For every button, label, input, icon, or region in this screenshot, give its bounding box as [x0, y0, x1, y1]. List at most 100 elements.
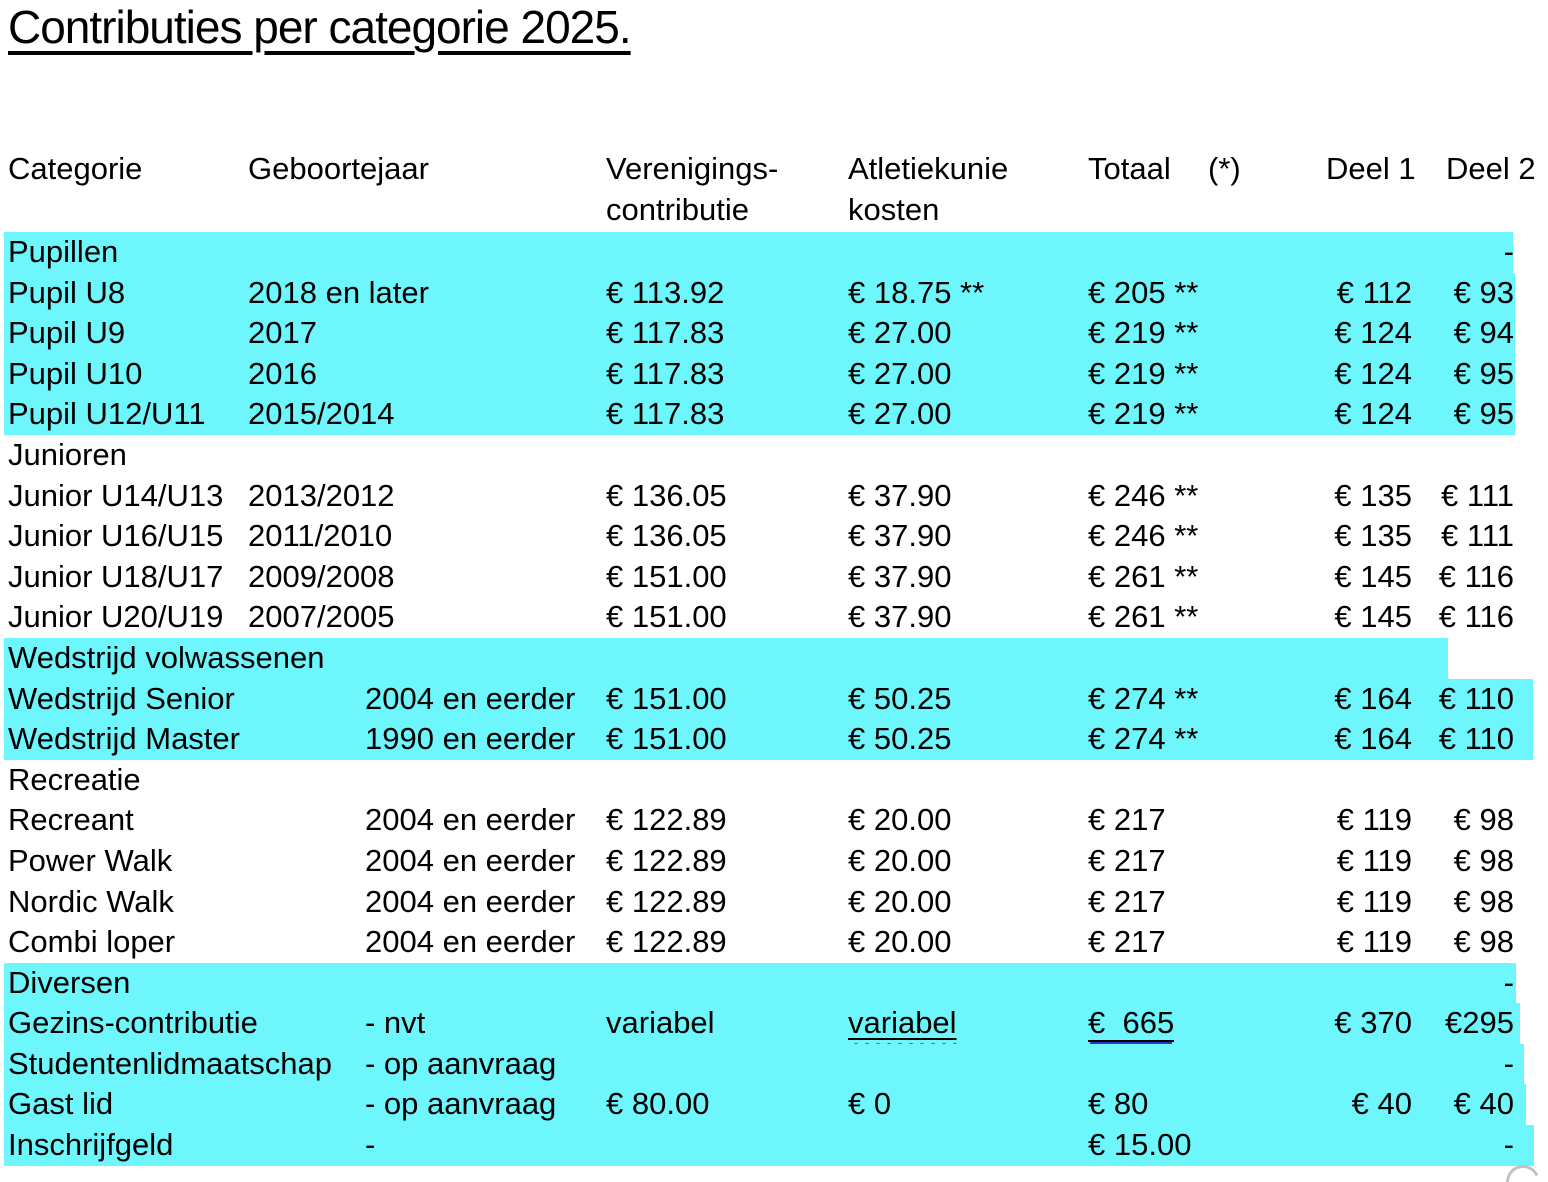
table-row: Gezins-contributie - nvt variabel variabel €… — [0, 1003, 1548, 1044]
header-totaal-note: (*) — [1208, 151, 1241, 186]
cell-deel1: € 145 — [1334, 558, 1412, 594]
cell-union-cost: € 37.90 — [848, 599, 952, 635]
cell-category: Diversen — [8, 964, 131, 1000]
cell-total: € 274 ** — [1088, 680, 1199, 716]
cell-total: € 80 — [1088, 1086, 1149, 1122]
cell-category: Studentenlidmaatschap — [8, 1045, 333, 1081]
table-row: Pupil U9 2017 € 117.83 € 27.00 € 219 ** € 124… — [0, 313, 1548, 354]
cell-total: € 217 — [1088, 802, 1166, 838]
cell-total: € 217 — [1088, 842, 1166, 878]
cell-total: € 219 ** — [1088, 315, 1199, 351]
cell-deel2: €295 — [1445, 1005, 1514, 1041]
cell-birthyear: 2007/2005 — [248, 599, 395, 635]
cell-club-fee: € 122.89 — [606, 802, 727, 838]
table-row: Wedstrijd Master 1990 en eerder € 151.00 € … — [0, 719, 1548, 760]
cell-total: € 261 ** — [1088, 599, 1199, 635]
cell-birthyear: 2009/2008 — [248, 558, 395, 594]
cell-club-fee: € 151.00 — [606, 680, 727, 716]
cell-club-fee: € 122.89 — [606, 842, 727, 878]
cell-category: Junior U16/U15 — [8, 518, 224, 554]
cell-category: Nordic Walk — [8, 883, 174, 919]
table-row: Gast lid - op aanvraag € 80.00 € 0 € 80 € 40 €… — [0, 1084, 1548, 1126]
row-highlight — [4, 394, 1515, 435]
cell-deel2: - — [1503, 234, 1514, 269]
cell-deel1: € 112 — [1336, 274, 1412, 310]
cell-birthyear: 2004 en eerder — [365, 924, 576, 960]
cell-deel2: € 111 — [1441, 477, 1514, 513]
cell-category: Pupillen — [8, 234, 119, 269]
cell-birthyear: 2004 en eerder — [365, 680, 576, 716]
cell-deel2: € 98 — [1453, 842, 1514, 878]
cell-deel1: € 119 — [1336, 842, 1412, 878]
cell-deel2: € 116 — [1438, 558, 1514, 594]
table-row: Diversen - — [0, 962, 1548, 1004]
cell-deel2: - — [1503, 964, 1514, 1000]
cell-deel2: € 93 — [1453, 274, 1514, 310]
cell-total: € 217 — [1088, 924, 1166, 960]
cell-category: Recreant — [8, 802, 134, 838]
cell-birthyear: 2016 — [248, 355, 317, 391]
cell-union-cost: € 27.00 — [848, 396, 952, 432]
cell-deel1: € 40 — [1351, 1086, 1412, 1122]
spellcheck-squiggle: variabel — [848, 1005, 957, 1041]
cell-category: Wedstrijd Senior — [8, 680, 235, 716]
cell-deel1: € 119 — [1336, 883, 1412, 919]
cell-category: Pupil U8 — [8, 274, 126, 310]
cell-club-fee: € 122.89 — [606, 924, 727, 960]
cell-union-cost: € 20.00 — [848, 802, 952, 838]
table-row: Pupil U10 2016 € 117.83 € 27.00 € 219 ** € 12… — [0, 353, 1548, 395]
cell-total: € 274 ** — [1088, 721, 1199, 757]
row-highlight — [4, 313, 1515, 354]
table-row: Studentenlidmaatschap - op aanvraag - — [0, 1043, 1548, 1085]
cell-union-cost: € 37.90 — [848, 477, 952, 513]
cell-deel2: € 94 — [1453, 315, 1514, 351]
cell-total-underlined: € 665 — [1088, 1005, 1175, 1043]
row-highlight — [4, 1084, 1526, 1126]
cell-deel1: € 164 — [1334, 680, 1412, 716]
table-header: Categorie Geboortejaar Verenigings- cont… — [0, 148, 1548, 232]
cell-category: Combi loper — [8, 924, 176, 960]
cell-deel2: € 110 — [1438, 680, 1514, 716]
cell-deel1: € 164 — [1334, 721, 1412, 757]
header-categorie: Categorie — [8, 151, 143, 186]
cell-total: € 15.00 — [1088, 1127, 1192, 1163]
cell-union-cost: € 37.90 — [848, 558, 952, 594]
table-row: Combi loper 2004 en eerder € 122.89 € 20.00… — [0, 922, 1548, 963]
cell-club-fee: € 117.83 — [606, 315, 725, 351]
cell-club-fee: € 136.05 — [606, 518, 727, 554]
cell-club-fee: € 80.00 — [606, 1086, 710, 1122]
cell-birthyear: 2004 en eerder — [365, 842, 576, 878]
header-atletiekunie-line1: Atletiekunie — [848, 151, 1009, 186]
cell-union-cost: € 27.00 — [848, 315, 952, 351]
cell-birthyear: - op aanvraag — [365, 1086, 557, 1122]
cell-total: € 217 — [1088, 883, 1166, 919]
cell-category: Power Walk — [8, 842, 173, 878]
table-row: Wedstrijd Senior 2004 en eerder € 151.00 € … — [0, 678, 1548, 720]
cell-deel2: € 98 — [1453, 924, 1514, 960]
cell-birthyear: - — [365, 1127, 376, 1163]
cell-birthyear: 2011/2010 — [248, 518, 393, 554]
header-verenigings-line1: Verenigings- — [606, 151, 779, 186]
table-row: Power Walk 2004 en eerder € 122.89 € 20.00 €… — [0, 841, 1548, 882]
row-highlight — [4, 678, 1533, 720]
cell-category: Pupil U10 — [8, 355, 143, 391]
cell-union-cost: € 20.00 — [848, 842, 952, 878]
cell-category: Pupil U12/U11 — [8, 396, 206, 432]
cell-club-fee: € 117.83 — [606, 396, 725, 432]
cell-deel2: € 95 — [1453, 396, 1514, 432]
table-row: Junior U14/U13 2013/2012 € 136.05 € 37.90 € … — [0, 476, 1548, 517]
row-highlight — [4, 1125, 1534, 1166]
row-highlight — [4, 272, 1515, 314]
cell-union-cost: € 18.75 ** — [848, 274, 985, 310]
cell-category: Pupil U9 — [8, 315, 126, 351]
cell-birthyear: 2004 en eerder — [365, 883, 576, 919]
header-deel1: Deel 1 — [1326, 151, 1416, 186]
row-highlight — [4, 1003, 1520, 1044]
row-highlight — [4, 719, 1533, 760]
cell-category: Inschrijfgeld — [8, 1127, 174, 1163]
cell-deel1: € 135 — [1334, 477, 1412, 513]
cell-club-fee: variabel — [606, 1005, 715, 1041]
cell-union-cost: variabel — [848, 1003, 957, 1044]
row-highlight — [4, 962, 1516, 1004]
